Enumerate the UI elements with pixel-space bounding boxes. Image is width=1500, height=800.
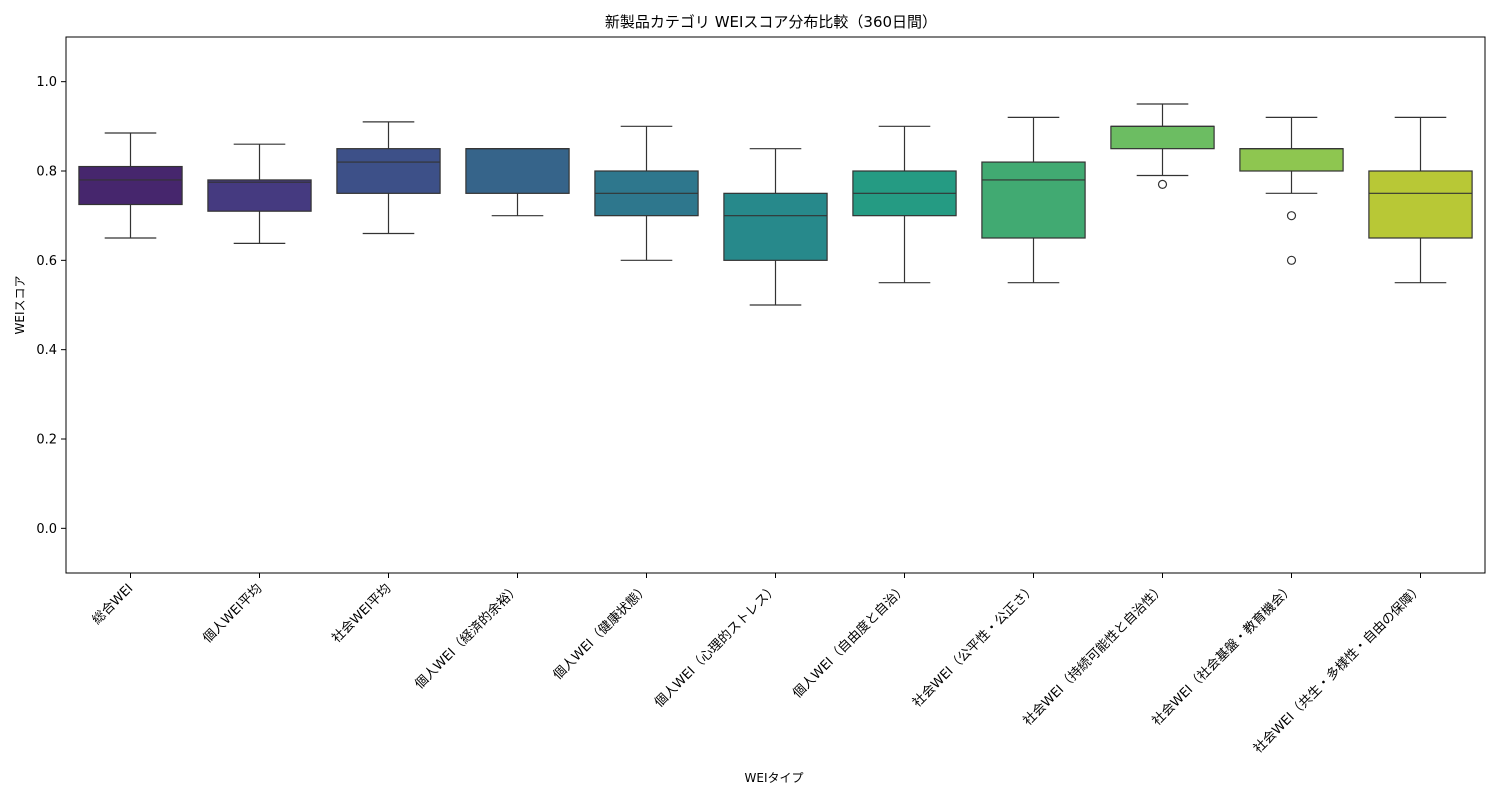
outlier-point — [1286, 211, 1297, 221]
box-group — [207, 143, 312, 244]
x-tick-label: 社会WEI（持続可能性と自治性） — [1020, 581, 1168, 729]
box-group — [336, 121, 441, 235]
box-group — [981, 116, 1086, 284]
y-tick-label: 0.4 — [36, 343, 57, 358]
x-tick-label: 個人WEI（経済的余裕） — [412, 581, 524, 693]
box-group — [1239, 116, 1344, 265]
y-tick-label: 0.0 — [36, 522, 57, 537]
y-axis-label: WEIスコア — [13, 276, 27, 335]
box-iqr — [1368, 170, 1473, 239]
x-tick-label: 総合WEI — [90, 581, 137, 628]
x-tick-label: 社会WEI（公平性・公正さ） — [909, 581, 1039, 711]
box-group — [78, 132, 183, 239]
box-iqr — [336, 148, 441, 194]
x-tick-label: 個人WEI平均 — [200, 581, 265, 646]
x-tick-label: 個人WEI（自由度と自治） — [789, 581, 910, 702]
y-tick-label: 0.6 — [36, 254, 57, 269]
y-axis: 0.0 0.2 0.4 0.6 0.8 1.0 — [36, 75, 66, 537]
x-tick-label: 社会WEI（社会基盤・教育機会） — [1149, 581, 1297, 729]
box-iqr — [981, 161, 1086, 239]
box-iqr — [1110, 125, 1215, 150]
box-group — [1110, 103, 1215, 189]
y-tick-label: 0.8 — [36, 165, 57, 180]
outlier-point — [1286, 255, 1297, 265]
box-group — [852, 125, 957, 284]
box-iqr — [723, 192, 828, 261]
y-tick-label: 0.2 — [36, 433, 57, 448]
x-tick-label: 社会WEI平均 — [329, 581, 395, 647]
outlier-point — [1157, 179, 1168, 189]
box-iqr — [465, 148, 570, 194]
box-group — [1368, 116, 1473, 284]
box-group — [465, 148, 570, 217]
x-tick-label: 個人WEI（心理的ストレス） — [651, 581, 781, 711]
boxes-layer — [78, 103, 1473, 306]
x-tick-label: 個人WEI（健康状態） — [550, 581, 652, 683]
chart-title: 新製品カテゴリ WEIスコア分布比較（360日間） — [605, 13, 937, 31]
x-axis: 総合WEI 個人WEI平均 社会WEI平均 個人WEI（経済的余裕） 個人WEI（健康状… — [90, 573, 1426, 757]
box-iqr — [78, 165, 183, 206]
box-group — [723, 148, 828, 306]
box-iqr — [207, 179, 312, 212]
box-iqr — [1239, 148, 1344, 172]
box-group — [594, 125, 699, 261]
y-tick-label: 1.0 — [36, 75, 57, 90]
x-axis-label: WEIタイプ — [745, 771, 804, 785]
